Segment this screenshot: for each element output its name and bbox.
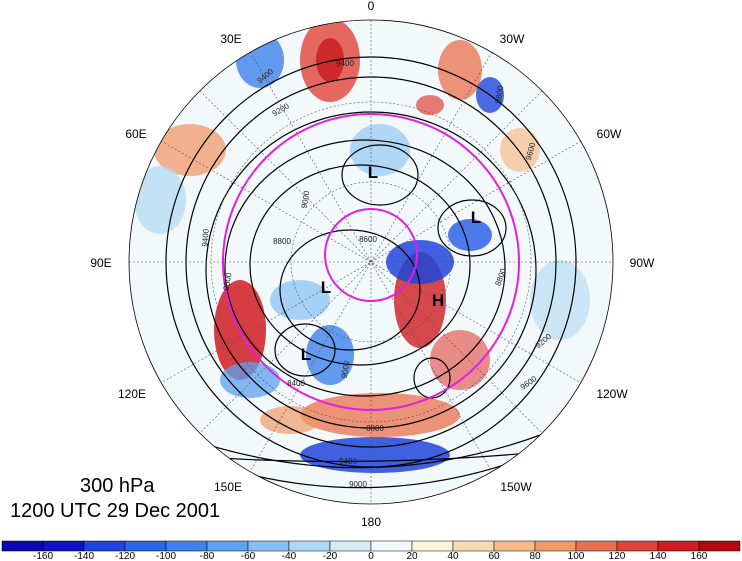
colorbar-box xyxy=(370,540,413,552)
colorbar-tick-label: -60 xyxy=(241,551,256,561)
lon-label-60w: 60W xyxy=(597,127,622,141)
map-disc xyxy=(128,19,614,505)
colorbar-tick-label: -140 xyxy=(74,551,94,561)
colorbar-tick-label: -120 xyxy=(115,551,135,561)
inner-reference-ring xyxy=(324,208,418,302)
colorbar-box xyxy=(616,540,659,552)
contour-label: 9800 xyxy=(494,84,506,104)
colorbar-box xyxy=(329,540,372,552)
colorbar-tick-label: 160 xyxy=(691,551,708,561)
colorbar-box xyxy=(124,540,167,552)
lon-label-120w: 120W xyxy=(596,387,628,401)
contour-label: 9600 xyxy=(222,271,234,291)
lon-label-60e: 60E xyxy=(125,127,146,141)
colorbar-box xyxy=(698,540,741,552)
colorbar-box xyxy=(411,540,454,552)
reference-rings xyxy=(222,113,520,411)
valid-time-title: 1200 UTC 29 Dec 2001 xyxy=(10,500,221,522)
colorbar-box xyxy=(575,540,618,552)
pressure-systems: L L L L H xyxy=(301,163,481,364)
pressure-level-title: 300 hPa xyxy=(80,475,155,497)
colorbar-box xyxy=(165,540,208,552)
contour-label: 9400 xyxy=(336,59,354,68)
contour-label: 8800 xyxy=(273,237,291,246)
lon-label-150w: 150W xyxy=(500,480,532,494)
outer-reference-ring xyxy=(222,113,520,411)
colorbar-box xyxy=(206,540,249,552)
colorbar-tick-label: -160 xyxy=(33,551,53,561)
colorbar-tick-label: 120 xyxy=(609,551,626,561)
contour-label: 9400 xyxy=(339,457,357,466)
colorbar-tick-label: -20 xyxy=(323,551,338,561)
contour-label: 8600 xyxy=(359,235,377,244)
colorbar-tick-label: 60 xyxy=(488,551,500,561)
lon-label-30w: 30W xyxy=(500,32,525,46)
colorbar-tick-label: -40 xyxy=(282,551,297,561)
colorbar-box xyxy=(657,540,700,552)
anomaly-shading xyxy=(134,20,590,473)
colorbar-tick-label: 40 xyxy=(447,551,459,561)
contour-label: 8400 xyxy=(287,379,305,388)
contour-label: 9000 xyxy=(340,359,352,379)
colorbar-box xyxy=(1,540,44,552)
lon-label-120e: 120E xyxy=(118,387,146,401)
colorbar-tick-labels: -160 -140 -120 -100 -80 -60 -40 -20 0 20 40 60 80 100… xyxy=(33,551,708,561)
lon-label-150e: 150E xyxy=(214,480,242,494)
lon-label-0: 0 xyxy=(368,0,375,13)
colorbar-box xyxy=(534,540,577,552)
colorbar: -160 -140 -120 -100 -80 -60 -40 -20 0 20 40 60 80 100… xyxy=(1,540,741,561)
contour-label: 9000 xyxy=(349,480,367,489)
graticule xyxy=(129,20,613,504)
colorbar-tick-label: 140 xyxy=(650,551,667,561)
colorbar-box xyxy=(452,540,495,552)
colorbar-tick-label: 80 xyxy=(529,551,541,561)
high-marker: H xyxy=(432,291,444,310)
lon-label-30e: 30E xyxy=(220,32,241,46)
contour-label: 9400 xyxy=(200,228,211,247)
colorbar-tick-label: 100 xyxy=(568,551,585,561)
contour-label: 9000 xyxy=(300,189,312,209)
low-marker: L xyxy=(301,345,311,364)
colorbar-tick-label: 20 xyxy=(406,551,418,561)
colorbar-tick-label: 0 xyxy=(368,551,374,561)
colorbar-box xyxy=(247,540,290,552)
longitude-labels: 0 30W 60W 90W 120W 150W 180 150E 120E 90… xyxy=(90,0,655,529)
colorbar-box xyxy=(42,540,85,552)
colorbar-box xyxy=(83,540,126,552)
lon-label-180: 180 xyxy=(361,515,381,529)
low-marker: L xyxy=(368,163,378,182)
contour-label: 8800 xyxy=(366,424,384,433)
colorbar-tick-label: -80 xyxy=(200,551,215,561)
colorbar-box xyxy=(288,540,331,552)
low-marker: L xyxy=(321,278,331,297)
low-marker: L xyxy=(471,208,481,227)
lon-label-90e: 90E xyxy=(90,256,111,270)
colorbar-boxes xyxy=(1,540,741,552)
lon-label-90w: 90W xyxy=(630,256,655,270)
colorbar-box xyxy=(493,540,536,552)
colorbar-tick-label: -100 xyxy=(156,551,176,561)
